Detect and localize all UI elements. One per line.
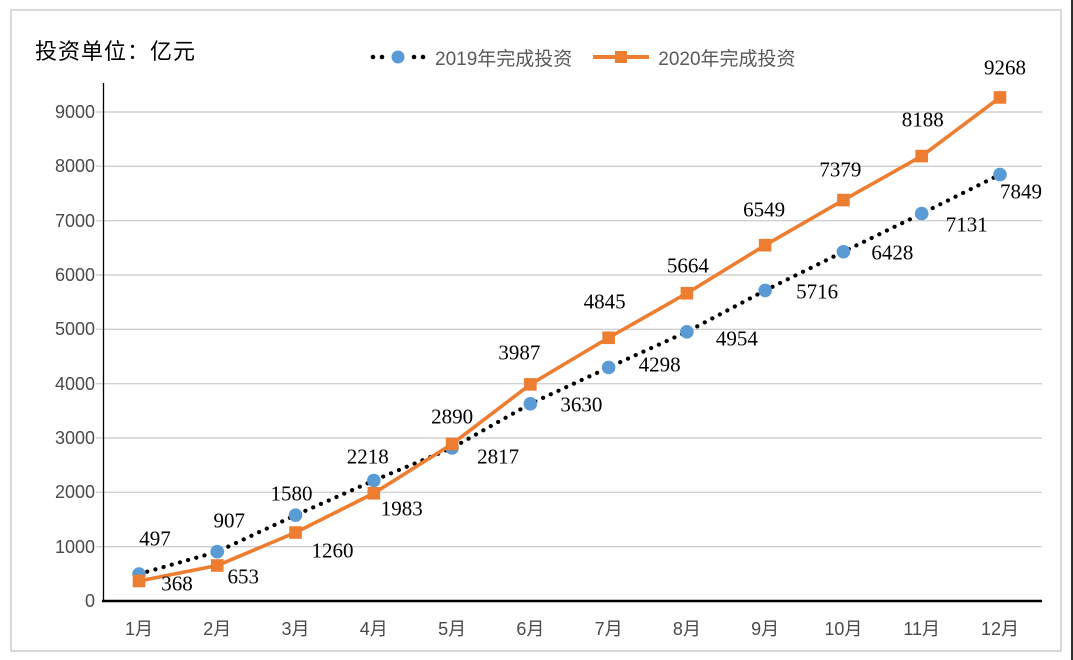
marker-2020年完成投资-11月 [915,149,928,163]
legend-label: 2019年完成投资 [435,48,573,70]
marker-2019年完成投资-9月 [758,283,772,298]
axis-unit-label: 投资单位：亿元 [35,39,197,64]
dotted-line-circle-marker-icon [370,50,426,64]
series-line-2019年完成投资 [136,172,1003,577]
window-right-edge [1071,0,1073,660]
marker-2020年完成投资-10月 [837,193,850,207]
marker-2019年完成投资-7月 [601,360,616,375]
marker-2020年完成投资-3月 [289,526,302,539]
marker-2020年完成投资-6月 [524,378,537,391]
marker-2019年完成投资-2月 [210,544,225,559]
marker-2019年完成投资-8月 [680,325,694,339]
marker-2020年完成投资-9月 [758,238,772,252]
marker-2019年完成投资-10月 [836,244,851,259]
legend-item-2019年完成投资: 2019年完成投资 [369,44,572,71]
legend-item-2020年完成投资: 2020年完成投资 [592,44,796,71]
marker-2020年完成投资-8月 [680,286,694,300]
solid-line-square-marker-icon [593,51,650,63]
marker-2020年完成投资-2月 [210,559,224,572]
marker-2019年完成投资-6月 [523,396,538,411]
legend-label: 2020年完成投资 [658,48,796,70]
legend: 2019年完成投资 2020年完成投资 [369,44,796,70]
marker-2020年完成投资-12月 [993,91,1007,104]
marker-2019年完成投资-4月 [367,473,381,488]
marker-2020年完成投资-1月 [132,574,146,588]
series-line-2020年完成投资 [138,95,1002,583]
marker-2019年完成投资-3月 [288,508,303,522]
marker-2019年完成投资-11月 [914,206,929,221]
chart-border-frame [10,9,1062,652]
marker-2020年完成投资-7月 [602,331,615,345]
marker-2020年完成投资-5月 [445,437,459,451]
marker-2019年完成投资-12月 [993,167,1007,182]
marker-2020年完成投资-4月 [367,486,381,500]
